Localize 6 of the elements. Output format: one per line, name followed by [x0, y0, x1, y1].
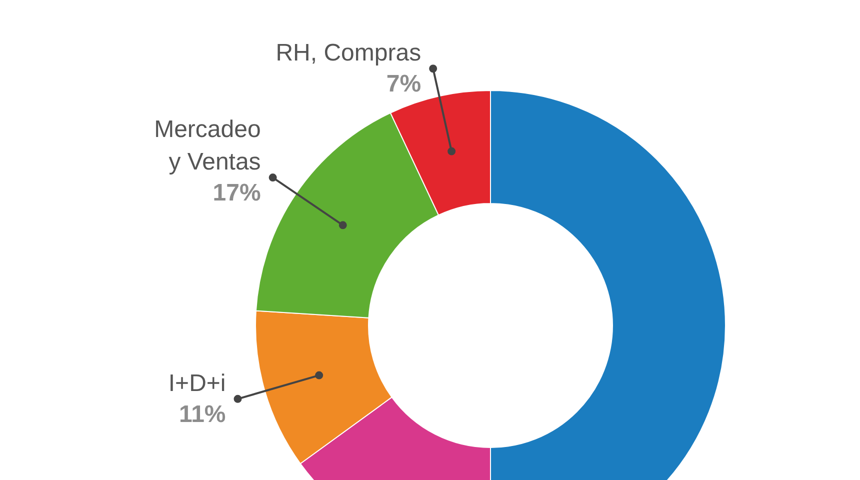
data-label: 11%	[179, 400, 226, 428]
slice-label: RH, Compras	[276, 40, 422, 67]
slice-label: Mercadeo y Ventas	[154, 116, 261, 176]
data-label: 7%	[386, 70, 422, 98]
slice-label: I+D+i	[168, 370, 226, 397]
data-label: 17%	[212, 180, 261, 207]
